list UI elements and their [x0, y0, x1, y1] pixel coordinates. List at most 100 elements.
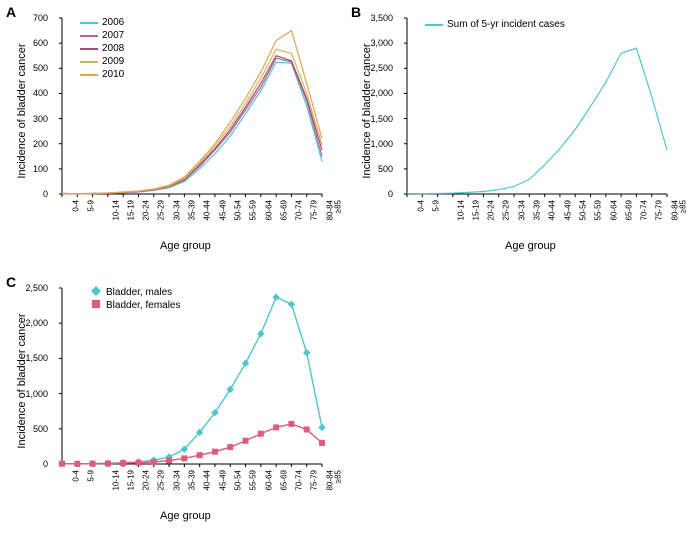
legend-item: 2009 [80, 55, 124, 68]
legend-line-icon [80, 61, 98, 63]
xtick-label: 10-14 [456, 200, 465, 220]
ytick-label: 2,000 [18, 318, 48, 328]
xtick-label: 20-24 [142, 470, 151, 490]
panel-a-xlabel: Age group [160, 240, 211, 252]
legend-marker-icon [90, 298, 102, 313]
legend-label: Bladder, males [106, 287, 172, 298]
ytick-label: 500 [363, 164, 393, 174]
xtick-label: 50-54 [233, 470, 242, 490]
ytick-label: 0 [18, 459, 48, 469]
xtick-label: 65-69 [624, 200, 633, 220]
xtick-label: 30-34 [517, 200, 526, 220]
ytick-label: 600 [18, 38, 48, 48]
legend-line-icon [80, 48, 98, 50]
xtick-label: 35-39 [533, 200, 542, 220]
xtick-label: 25-29 [502, 200, 511, 220]
xtick-label: 5-9 [432, 200, 441, 212]
xtick-label: 75-79 [655, 200, 664, 220]
legend-b: Sum of 5-yr incident cases [425, 18, 565, 31]
ytick-label: 0 [363, 189, 393, 199]
legend-line-icon [80, 74, 98, 76]
xtick-label: 25-29 [157, 470, 166, 490]
xtick-label: 35-39 [188, 200, 197, 220]
legend-item: 2010 [80, 68, 124, 81]
legend-label: 2006 [102, 17, 124, 28]
xtick-label: ≥85 [333, 470, 342, 483]
legend-label: Sum of 5-yr incident cases [447, 19, 565, 30]
ytick-label: 700 [18, 13, 48, 23]
xtick-label: 40-44 [203, 470, 212, 490]
ytick-label: 0 [18, 189, 48, 199]
xtick-label: 65-69 [279, 200, 288, 220]
xtick-label: 65-69 [279, 470, 288, 490]
xtick-label: 45-49 [218, 470, 227, 490]
xtick-label: 10-14 [111, 470, 120, 490]
xtick-label: 60-64 [264, 200, 273, 220]
legend-line-icon [425, 24, 443, 26]
ytick-label: 1,000 [363, 139, 393, 149]
xtick-label: ≥85 [678, 200, 687, 213]
xtick-label: 45-49 [563, 200, 572, 220]
xtick-label: 70-74 [295, 470, 304, 490]
xtick-label: 5-9 [87, 200, 96, 212]
xtick-label: 55-59 [594, 200, 603, 220]
ytick-label: 400 [18, 88, 48, 98]
panel-c-label: C [6, 274, 16, 290]
ytick-label: 500 [18, 63, 48, 73]
legend-item: 2006 [80, 16, 124, 29]
xtick-label: 55-59 [249, 470, 258, 490]
panel-b: B Incidence of bladder cancer Sum of 5-y… [345, 0, 690, 260]
legend-item: 2007 [80, 29, 124, 42]
panel-b-xlabel: Age group [505, 240, 556, 252]
xtick-label: 70-74 [640, 200, 649, 220]
panel-a-label: A [6, 4, 16, 20]
xtick-label: 15-19 [126, 200, 135, 220]
xtick-label: 5-9 [87, 470, 96, 482]
ytick-label: 1,500 [363, 114, 393, 124]
xtick-label: 70-74 [295, 200, 304, 220]
legend-c: Bladder, males Bladder, females [90, 286, 181, 312]
xtick-label: 20-24 [142, 200, 151, 220]
xtick-label: 45-49 [218, 200, 227, 220]
xtick-label: 15-19 [471, 200, 480, 220]
ytick-label: 1,500 [18, 353, 48, 363]
xtick-label: ≥85 [333, 200, 342, 213]
xtick-label: 0-4 [72, 200, 81, 212]
panel-a: A Incidence of bladder cancer 2006200720… [0, 0, 345, 260]
xtick-label: 20-24 [487, 200, 496, 220]
panel-c-xlabel: Age group [160, 510, 211, 522]
xtick-label: 60-64 [264, 470, 273, 490]
xtick-label: 35-39 [188, 470, 197, 490]
xtick-label: 50-54 [578, 200, 587, 220]
legend-label: Bladder, females [106, 300, 181, 311]
legend-item: Sum of 5-yr incident cases [425, 18, 565, 31]
ytick-label: 500 [18, 424, 48, 434]
ytick-label: 3,500 [363, 13, 393, 23]
legend-label: 2010 [102, 69, 124, 80]
panel-c: C Incidence of bladder cancer Bladder, m… [0, 270, 345, 530]
ytick-label: 2,500 [363, 63, 393, 73]
ytick-label: 300 [18, 114, 48, 124]
ytick-label: 3,000 [363, 38, 393, 48]
xtick-label: 15-19 [126, 470, 135, 490]
chart-b [397, 12, 677, 212]
legend-line-icon [80, 22, 98, 24]
xtick-label: 75-79 [310, 470, 319, 490]
xtick-label: 0-4 [417, 200, 426, 212]
ytick-label: 100 [18, 164, 48, 174]
xtick-label: 30-34 [172, 470, 181, 490]
panel-b-label: B [351, 4, 361, 20]
legend-a: 200620072008 2009 2010 [80, 16, 124, 81]
legend-label: 2008 [102, 43, 124, 54]
xtick-label: 30-34 [172, 200, 181, 220]
ytick-label: 2,000 [363, 88, 393, 98]
xtick-label: 10-14 [111, 200, 120, 220]
legend-line-icon [80, 35, 98, 37]
legend-item: Bladder, females [90, 299, 181, 312]
xtick-label: 40-44 [203, 200, 212, 220]
ytick-label: 1,000 [18, 389, 48, 399]
legend-item: Bladder, males [90, 286, 181, 299]
legend-label: 2009 [102, 56, 124, 67]
legend-item: 2008 [80, 42, 124, 55]
xtick-label: 50-54 [233, 200, 242, 220]
